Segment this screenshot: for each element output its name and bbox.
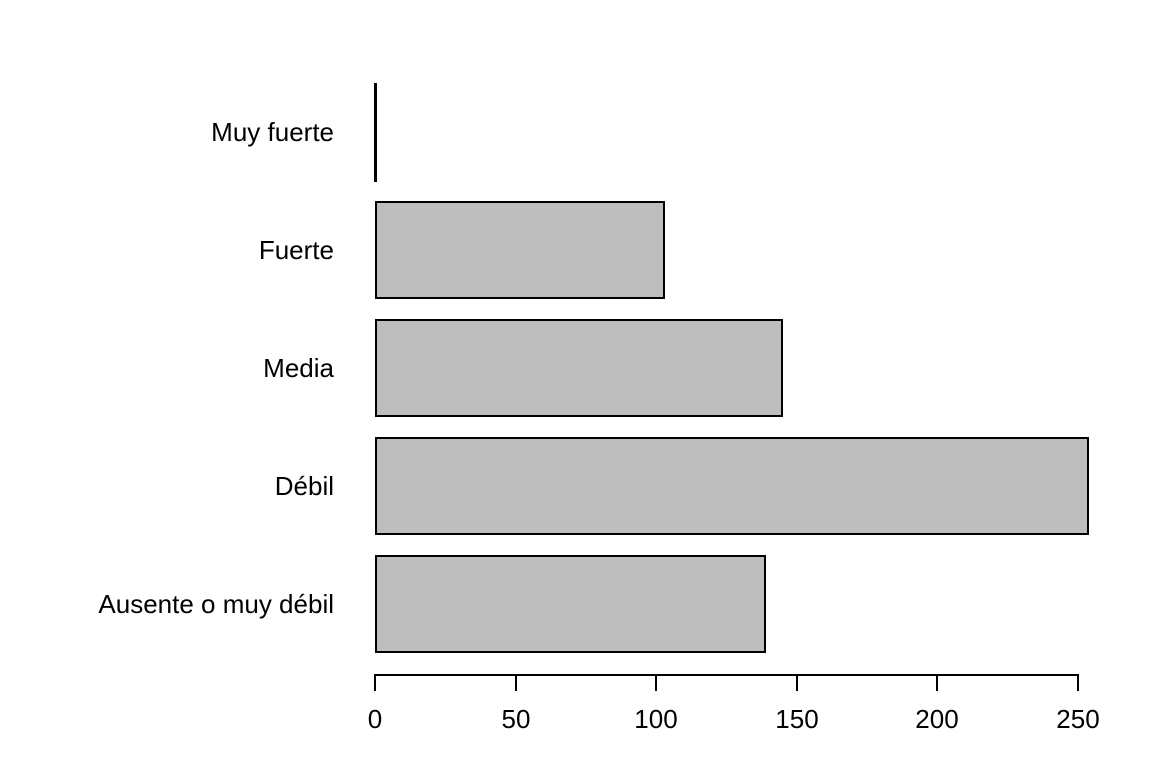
category-label-media: Media [263,353,334,383]
x-tick-250 [1077,675,1079,691]
x-tick-label-100: 100 [634,704,678,734]
category-label-ausente-o-muy-debil: Ausente o muy débil [98,589,334,619]
x-tick-50 [515,675,517,691]
x-tick-150 [796,675,798,691]
category-label-fuerte: Fuerte [258,235,334,265]
x-tick-label-0: 0 [367,704,383,734]
bar-ausente-o-muy-debil [375,555,766,653]
bar-media [375,319,783,417]
x-axis-line [374,674,1079,676]
x-tick-label-50: 50 [501,704,531,734]
x-tick-0 [374,675,376,691]
x-tick-200 [936,675,938,691]
bar-fuerte [375,201,665,299]
x-tick-label-150: 150 [775,704,819,734]
x-tick-label-200: 200 [915,704,959,734]
bar-muy-fuerte [374,83,377,182]
bar-debil [375,437,1089,535]
category-label-muy-fuerte: Muy fuerte [211,117,334,147]
x-tick-100 [655,675,657,691]
category-label-debil: Débil [274,471,334,501]
x-tick-label-250: 250 [1056,704,1100,734]
